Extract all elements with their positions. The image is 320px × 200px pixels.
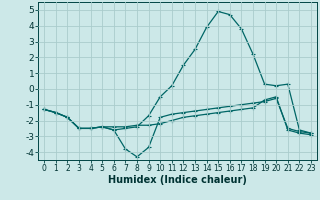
X-axis label: Humidex (Indice chaleur): Humidex (Indice chaleur): [108, 175, 247, 185]
